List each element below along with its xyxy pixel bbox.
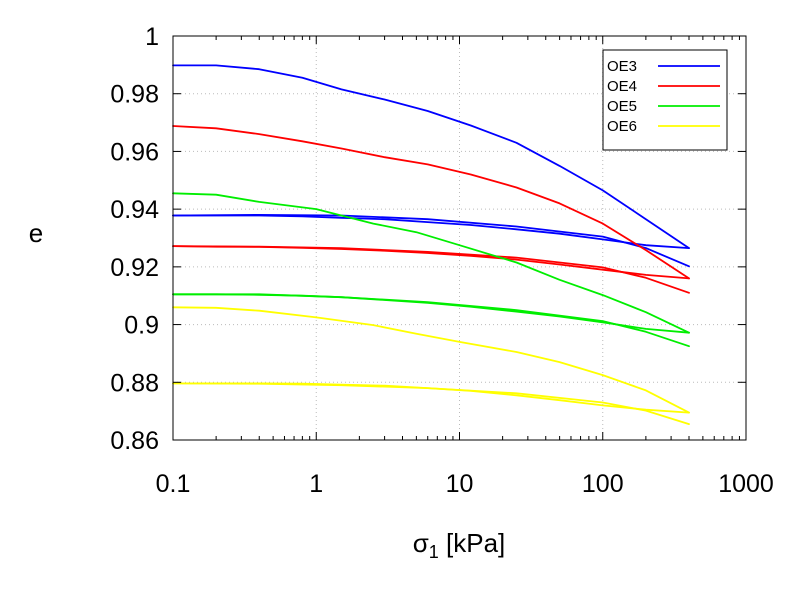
series-oe6-loading-line xyxy=(172,306,690,414)
x-axis-unit: [kPa] xyxy=(439,528,505,558)
series-oe4-loading-line xyxy=(172,125,690,280)
legend-label-oe3: OE3 xyxy=(607,58,637,75)
y-tick-label: 1 xyxy=(145,23,159,51)
y-tick-label: 0.94 xyxy=(110,196,159,224)
series-oe5-unloading-line xyxy=(172,293,690,334)
series-oe5-reloading-line xyxy=(172,293,690,348)
series-oe3-loading-line xyxy=(172,64,690,249)
series-oe6-reloading-line xyxy=(172,382,690,425)
y-tick-label: 0.92 xyxy=(110,254,159,282)
series-oe4-reloading-line xyxy=(172,245,690,294)
y-tick-label: 0.96 xyxy=(110,138,159,166)
x-tick-label: 0.1 xyxy=(156,470,191,498)
x-tick-label: 10 xyxy=(446,470,474,498)
x-axis-subscript: 1 xyxy=(429,542,439,562)
x-tick-label: 1000 xyxy=(718,470,774,498)
y-tick-label: 0.98 xyxy=(110,81,159,109)
series-oe4-unloading-line xyxy=(172,245,690,280)
legend-label-oe5: OE5 xyxy=(607,98,637,115)
legend-label-oe6: OE6 xyxy=(607,118,637,135)
axis-ticks xyxy=(172,35,747,441)
series-oe5-loading-line xyxy=(172,192,690,334)
y-tick-label: 0.88 xyxy=(110,369,159,397)
y-tick-label: 0.86 xyxy=(110,427,159,455)
y-tick-label: 0.9 xyxy=(124,312,159,340)
legend: OE3 OE4 OE5 OE6 xyxy=(602,49,728,151)
y-axis-title: e xyxy=(29,218,43,248)
x-tick-label: 1 xyxy=(309,470,323,498)
x-axis-title: σ1 [kPa] xyxy=(413,528,506,562)
series-layer xyxy=(172,64,690,425)
x-tick-label: 100 xyxy=(582,470,624,498)
legend-label-oe4: OE4 xyxy=(607,78,637,95)
x-axis-symbol: σ xyxy=(413,528,429,558)
grid xyxy=(173,36,746,440)
series-oe3-unloading-line xyxy=(172,214,690,249)
tick-labels: 0.86 0.88 0.9 0.92 0.94 0.96 0.98 1 0.1 1 10 100 100… xyxy=(110,23,773,498)
